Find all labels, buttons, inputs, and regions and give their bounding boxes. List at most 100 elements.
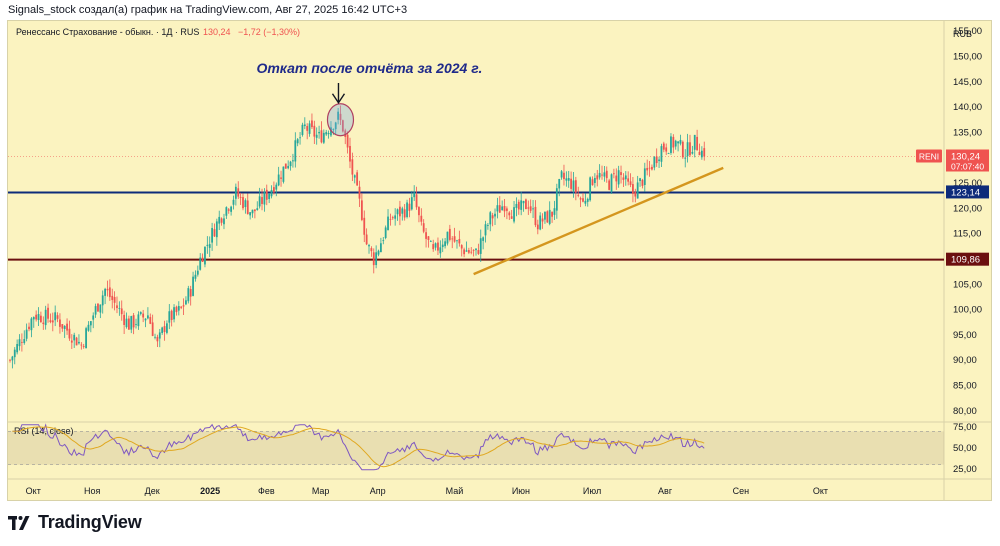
candle-body — [529, 206, 532, 211]
candle-body — [560, 171, 563, 178]
candle-body — [408, 203, 411, 211]
candle-body — [346, 134, 349, 148]
candle-body — [23, 339, 26, 344]
candle-body — [574, 180, 577, 193]
candle-body — [612, 173, 615, 175]
candle-body — [441, 244, 444, 248]
candle-body — [63, 325, 66, 329]
candle-body — [484, 224, 487, 236]
candle-body — [700, 150, 703, 158]
tradingview-logo[interactable]: TradingView — [8, 512, 142, 533]
candle-body — [486, 225, 489, 226]
candle-body — [396, 209, 399, 215]
candle-body — [40, 315, 42, 323]
candle-body — [667, 153, 670, 154]
candle-body — [434, 243, 437, 248]
candle-body — [551, 211, 553, 217]
candle-body — [230, 206, 233, 212]
candle-body — [270, 190, 273, 197]
candle-body — [565, 178, 568, 181]
candle-body — [92, 315, 95, 320]
candle-body — [337, 111, 340, 120]
candle-body — [570, 178, 573, 189]
candle-body — [513, 207, 515, 222]
candle-body — [689, 142, 691, 156]
candle-body — [693, 134, 696, 150]
candle-body — [406, 202, 408, 218]
price-chart[interactable]: Ренессанс Страхование - обыкн. · 1Д · RU… — [8, 21, 991, 500]
candle-body — [387, 216, 389, 231]
candle-body — [567, 178, 570, 181]
candle-body — [151, 322, 154, 336]
candle-body — [282, 166, 285, 182]
candle-body — [601, 174, 603, 176]
candle-body — [301, 124, 304, 135]
candle-body — [237, 188, 240, 197]
candle-body — [49, 320, 52, 323]
highlight-circle — [326, 103, 355, 137]
candle-body — [20, 341, 23, 343]
candle-body — [251, 209, 254, 214]
time-tick-label: Фев — [258, 486, 275, 496]
candle-body — [620, 172, 622, 176]
candle-body — [156, 336, 159, 342]
candle-body — [444, 241, 446, 247]
candle-body — [104, 288, 107, 296]
candle-body — [358, 186, 361, 199]
candle-body — [132, 315, 135, 328]
rsi-tick-label: 75,00 — [953, 422, 977, 433]
candle-body — [244, 200, 247, 208]
candle-body — [35, 314, 38, 320]
candle-body — [42, 322, 45, 325]
candle-body — [246, 200, 249, 215]
candle-body — [460, 245, 463, 249]
candle-body — [681, 141, 684, 158]
price-tick-label: 120,00 — [953, 203, 982, 214]
candle-body — [311, 120, 313, 128]
candle-body — [498, 205, 501, 213]
candle-body — [154, 336, 156, 338]
candle-body — [249, 212, 252, 216]
candle-body — [315, 134, 318, 138]
candle-body — [520, 200, 523, 210]
candle-body — [629, 181, 632, 185]
candle-body — [622, 177, 625, 180]
candle-body — [144, 318, 147, 321]
candle-body — [111, 295, 114, 301]
candle-body — [672, 136, 675, 148]
candle-body — [674, 140, 677, 147]
candle-body — [470, 251, 473, 253]
candle-body — [18, 339, 21, 347]
candle-body — [56, 315, 59, 319]
legend-symbol: Ренессанс Страхование - обыкн. · 1Д · RU… — [16, 27, 199, 37]
candle-body — [660, 146, 663, 162]
rsi-ma-line — [12, 426, 705, 468]
candle-body — [418, 207, 420, 216]
candle-body — [94, 306, 97, 315]
candle-body — [646, 167, 649, 171]
price-tag-countdown: 07:07:40 — [951, 161, 984, 171]
candle-body — [651, 166, 653, 170]
candle-body — [351, 159, 354, 175]
candle-body — [137, 314, 140, 327]
annotation-arrow-head — [331, 93, 346, 104]
candle-body — [472, 249, 475, 251]
candle-body — [636, 182, 639, 199]
candle-body — [503, 205, 506, 212]
candle-body — [263, 191, 266, 205]
candle-body — [299, 137, 301, 139]
candle-body — [166, 323, 168, 333]
candle-body — [389, 218, 392, 220]
candle-body — [479, 238, 482, 254]
candle-body — [332, 129, 335, 131]
candle-body — [382, 240, 385, 242]
candle-body — [456, 240, 458, 242]
candle-body — [318, 132, 320, 134]
candle-body — [415, 194, 418, 208]
candle-body — [9, 359, 11, 361]
candle-body — [679, 139, 682, 144]
candle-body — [142, 313, 145, 318]
candle-body — [684, 157, 687, 159]
candle-body — [28, 326, 30, 330]
candle-body — [313, 125, 316, 137]
